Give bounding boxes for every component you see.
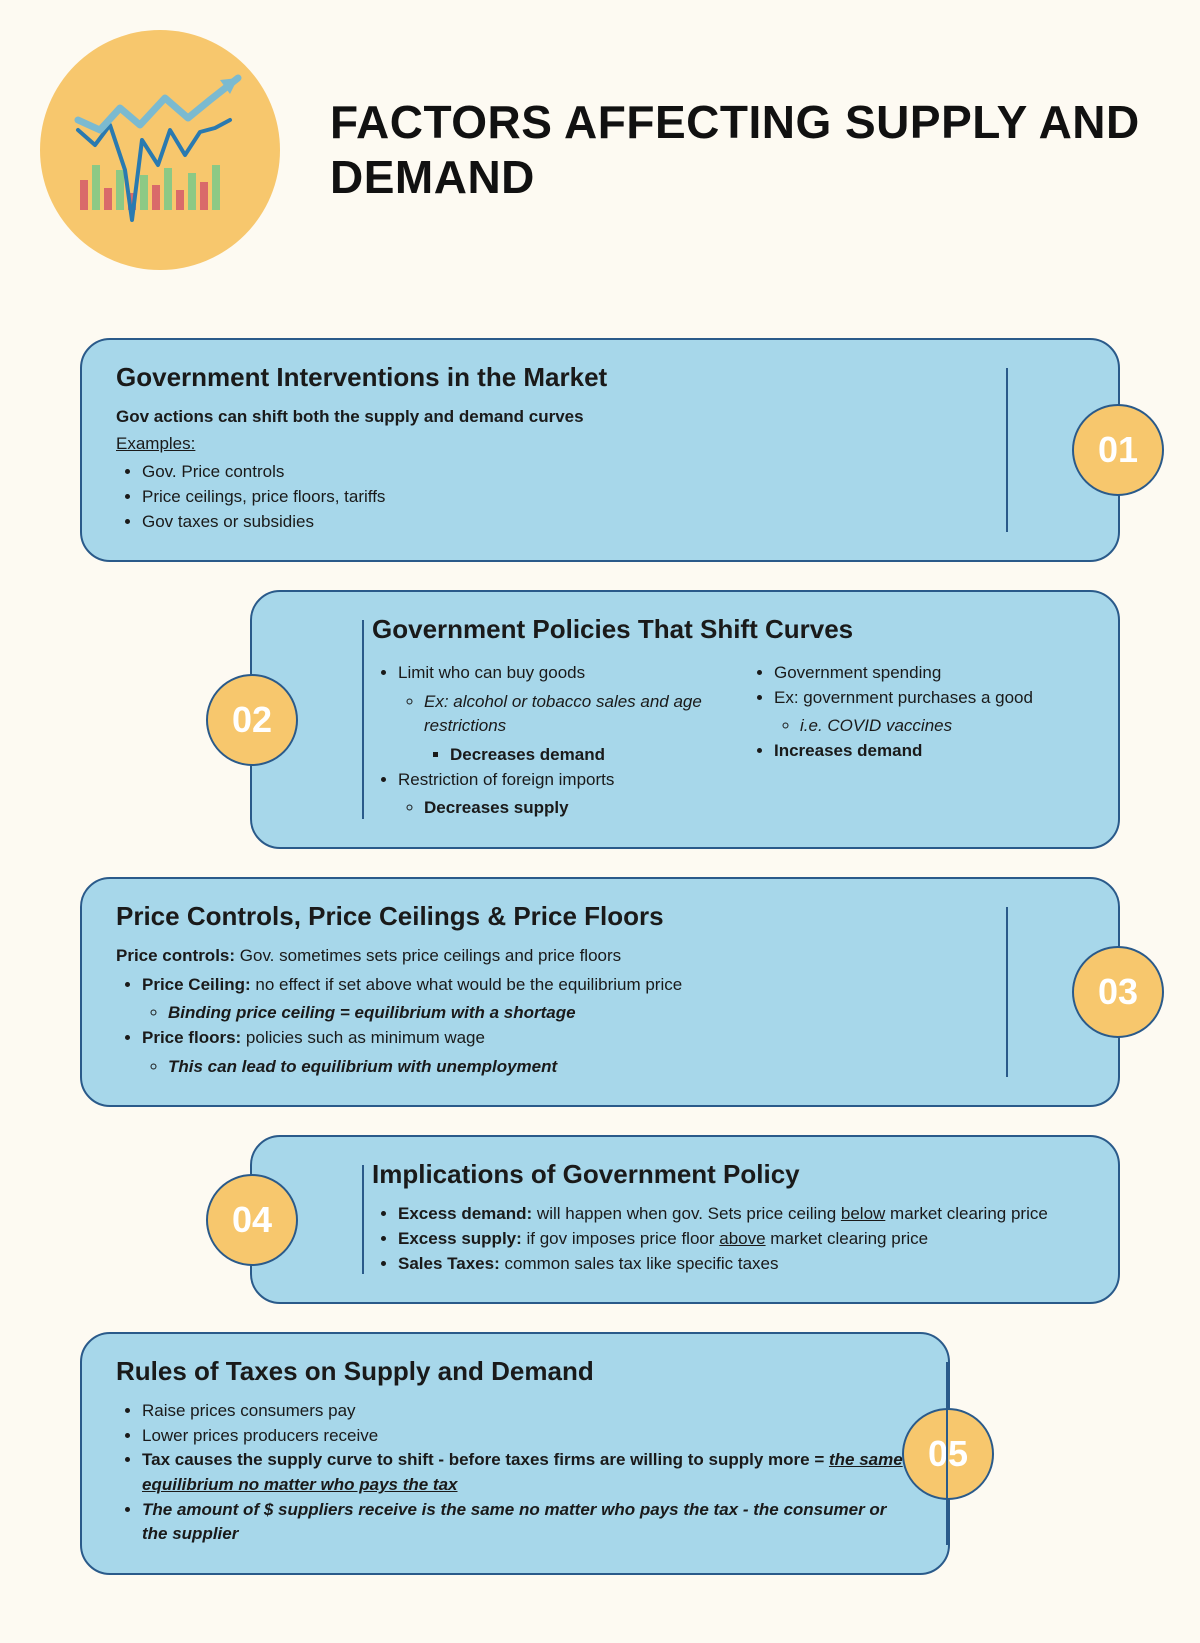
list-item: Limit who can buy goods Ex: alcohol or t… (398, 661, 708, 768)
list-item: Raise prices consumers pay (142, 1399, 914, 1424)
text: above (719, 1229, 765, 1248)
bullet-list: Price Ceiling: no effect if set above wh… (116, 973, 998, 1080)
list-item: This can lead to equilibrium with unempl… (168, 1055, 998, 1080)
text: Limit who can buy goods (398, 663, 585, 682)
list-item: Gov. Price controls (142, 460, 998, 485)
list-item: Ex: government purchases a good i.e. COV… (774, 686, 1084, 739)
examples-label: Examples: (116, 432, 998, 457)
sections-container: 01 Government Interventions in the Marke… (0, 290, 1200, 1643)
page-title: FACTORS AFFECTING SUPPLY AND DEMAND (330, 95, 1140, 205)
card-03: 03 Price Controls, Price Ceilings & Pric… (80, 877, 1120, 1107)
list-item: Restriction of foreign imports Decreases… (398, 768, 708, 821)
text: market clearing price (766, 1229, 929, 1248)
card-title: Rules of Taxes on Supply and Demand (116, 1356, 914, 1387)
list-item: Price ceilings, price floors, tariffs (142, 485, 998, 510)
chart-icon (70, 70, 250, 230)
list-item: i.e. COVID vaccines (800, 714, 1084, 739)
text: common sales tax like specific taxes (500, 1254, 779, 1273)
lead-text: Price controls: Gov. sometimes sets pric… (116, 944, 998, 969)
card-subtitle: Gov actions can shift both the supply an… (116, 405, 998, 430)
text: Price controls: (116, 946, 235, 965)
text: market clearing price (885, 1204, 1048, 1223)
text: will happen when gov. Sets price ceiling (532, 1204, 841, 1223)
text: below (841, 1204, 885, 1223)
text: Price floors: (142, 1028, 241, 1047)
card-title: Implications of Government Policy (372, 1159, 1084, 1190)
text: Restriction of foreign imports (398, 770, 614, 789)
bullet-list: Gov. Price controls Price ceilings, pric… (116, 460, 998, 534)
list-item: Lower prices producers receive (142, 1424, 914, 1449)
text: if gov imposes price floor (522, 1229, 719, 1248)
list-item: Ex: alcohol or tobacco sales and age res… (424, 690, 708, 768)
list-item: Price floors: policies such as minimum w… (142, 1026, 998, 1079)
text: Ex: government purchases a good (774, 688, 1033, 707)
badge-05: 05 (902, 1408, 994, 1500)
two-columns: Limit who can buy goods Ex: alcohol or t… (372, 657, 1084, 821)
text: no effect if set above what would be the… (251, 975, 683, 994)
text: Sales Taxes: (398, 1254, 500, 1273)
badge-03: 03 (1072, 946, 1164, 1038)
list-item: Gov taxes or subsidies (142, 510, 998, 535)
divider (362, 1165, 364, 1274)
text: Ex: alcohol or tobacco sales and age res… (424, 692, 702, 736)
bullet-list-left: Limit who can buy goods Ex: alcohol or t… (372, 661, 708, 821)
divider (1006, 907, 1008, 1077)
text: Excess demand: (398, 1204, 532, 1223)
card-title: Government Interventions in the Market (116, 362, 998, 393)
list-item: Government spending (774, 661, 1084, 686)
list-item: Decreases demand (450, 743, 708, 768)
list-item: Binding price ceiling = equilibrium with… (168, 1001, 998, 1026)
badge-04: 04 (206, 1174, 298, 1266)
text: policies such as minimum wage (241, 1028, 485, 1047)
list-item: The amount of $ suppliers receive is the… (142, 1498, 914, 1547)
list-item: Tax causes the supply curve to shift - b… (142, 1448, 914, 1497)
card-title: Government Policies That Shift Curves (372, 614, 1084, 645)
list-item: Increases demand (774, 739, 1084, 764)
bullet-list-right: Government spending Ex: government purch… (748, 661, 1084, 821)
list-item: Sales Taxes: common sales tax like speci… (398, 1252, 1084, 1277)
text: Excess supply: (398, 1229, 522, 1248)
card-04: 04 Implications of Government Policy Exc… (250, 1135, 1120, 1304)
list-item: Decreases supply (424, 796, 708, 821)
text: Price Ceiling: (142, 975, 251, 994)
card-02: 02 Government Policies That Shift Curves… (250, 590, 1120, 849)
card-01: 01 Government Interventions in the Marke… (80, 338, 1120, 562)
divider (1006, 368, 1008, 532)
text: Tax causes the supply curve to shift - b… (142, 1450, 829, 1469)
logo-circle (40, 30, 280, 270)
badge-01: 01 (1072, 404, 1164, 496)
card-05: 05 Rules of Taxes on Supply and Demand R… (80, 1332, 950, 1575)
list-item: Excess demand: will happen when gov. Set… (398, 1202, 1084, 1227)
card-title: Price Controls, Price Ceilings & Price F… (116, 901, 998, 932)
list-item: Excess supply: if gov imposes price floo… (398, 1227, 1084, 1252)
header: FACTORS AFFECTING SUPPLY AND DEMAND (0, 0, 1200, 290)
divider (362, 620, 364, 819)
list-item: Price Ceiling: no effect if set above wh… (142, 973, 998, 1026)
text: Gov. sometimes sets price ceilings and p… (235, 946, 621, 965)
badge-02: 02 (206, 674, 298, 766)
bullet-list: Raise prices consumers pay Lower prices … (116, 1399, 914, 1547)
divider (946, 1362, 948, 1545)
bullet-list: Excess demand: will happen when gov. Set… (372, 1202, 1084, 1276)
